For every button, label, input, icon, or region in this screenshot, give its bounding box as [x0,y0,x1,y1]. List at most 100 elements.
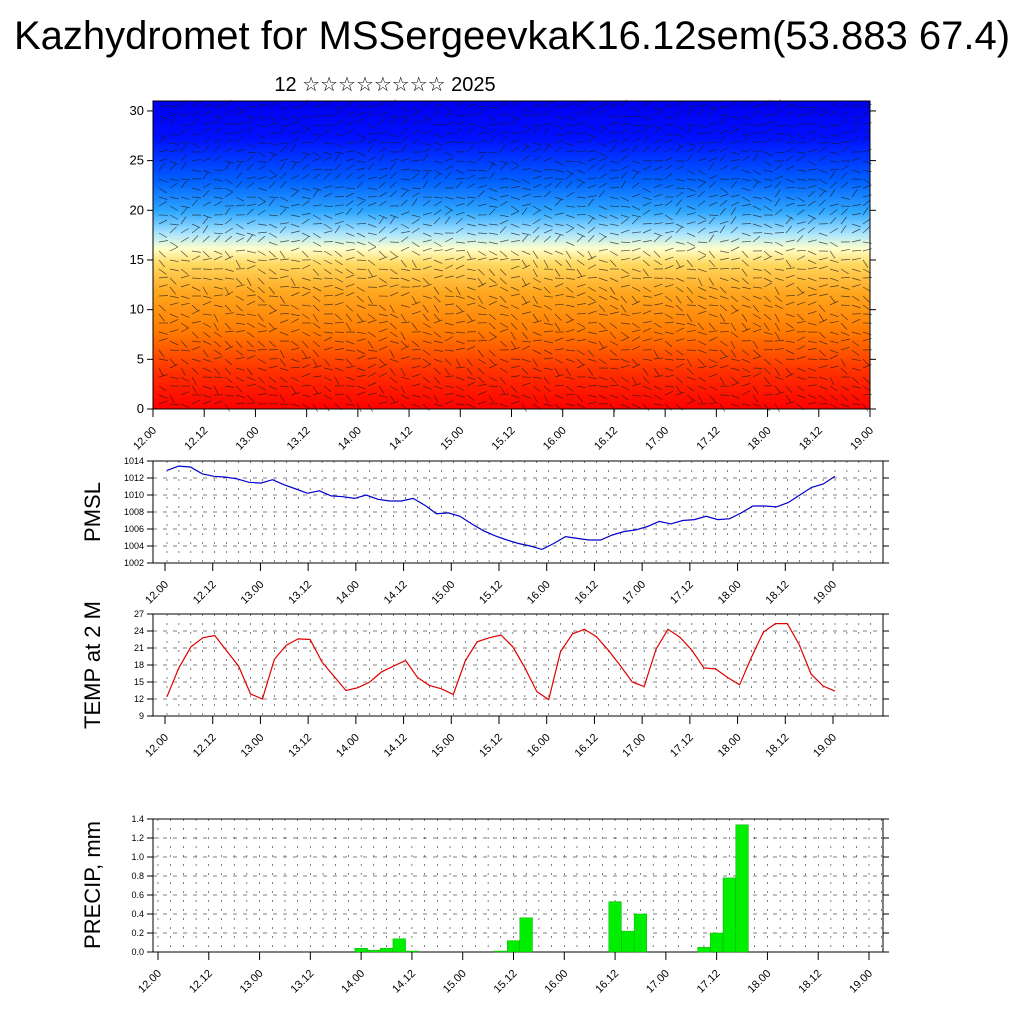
wind-barb [400,292,410,297]
wind-barb [202,250,210,258]
wind-barb [631,144,639,153]
wind-barb [477,250,486,256]
wind-barb [191,304,199,312]
wind-barb [455,256,465,261]
wind-barb [334,119,343,126]
temp-tick-label: 13.12 [286,732,314,760]
precip-axis-label: PRECIP, mm [80,821,105,949]
wind-barb [367,144,374,153]
wind-barb [466,145,474,153]
wind-barb [818,232,828,237]
wind-barb [796,336,806,342]
wind-barb [422,376,431,383]
wind-barb [400,187,410,192]
wind-barb [499,295,507,303]
wind-barb [763,121,773,126]
wind-barb [565,102,575,108]
wind-barb [268,286,275,295]
wind-barb [796,345,806,351]
wind-barb [367,241,376,247]
wind-barb [653,283,663,288]
wind-barb [719,277,729,282]
wind-barb [235,181,243,189]
wind-barb [488,123,498,126]
wind-barb [829,268,839,272]
wind-barb [301,385,312,387]
wind-barb [268,122,278,126]
wind-barb [686,187,696,192]
wind-barb [389,284,399,288]
wind-barb [807,293,817,297]
wind-barb [246,349,256,352]
wind-barb [510,400,520,405]
wind-barb [466,381,476,387]
wind-barb [356,223,367,225]
wind-barb [312,151,321,158]
wind-barb [532,183,542,189]
wind-barb [829,259,839,263]
wind-barb [246,313,256,317]
wind-barb [488,376,498,382]
wind-barb [301,372,311,378]
wind-barb [862,295,870,303]
wind-barb [224,385,234,388]
wind-barb [598,385,608,388]
wind-barb [411,110,420,117]
wind-barb [521,203,531,207]
wind-barb [301,164,310,171]
wind-barb [455,274,465,279]
wind-barb [730,140,740,144]
wind-barb [532,268,538,278]
wind-barb [565,172,573,180]
wind-barb [565,241,575,246]
wind-barb [455,304,463,312]
wind-barb [334,259,343,266]
wind-barb [180,113,190,117]
wind-barb [466,268,476,272]
wind-barb [224,162,231,171]
wind-barb [664,173,673,180]
wind-barb [576,303,586,306]
wind-barb [554,358,564,364]
wind-barb [455,286,461,296]
wind-barb [356,403,362,413]
wind-barb [400,236,409,243]
wind-barb [422,283,432,288]
wind-barb [719,313,726,322]
wind-barb [158,232,168,238]
wind-barb [807,239,817,243]
wind-barb [785,103,795,108]
wind-barb [565,142,575,147]
wind-barb [543,142,553,148]
wind-barb [697,124,707,129]
wind-barb [367,195,378,198]
wind-barb [851,250,862,252]
wind-barb [213,235,221,243]
wind-barb [818,293,828,297]
wind-barb [829,354,839,360]
wind-barb [246,115,256,119]
wind-barb [400,376,410,380]
wind-barb [708,401,718,405]
wind-barb [389,322,397,330]
wind-barb [708,174,718,180]
wind-barb [785,373,795,378]
wind-barb [697,349,707,354]
wind-barb [213,138,223,144]
wind-barb [345,313,352,322]
wind-barb [290,318,300,324]
wind-barb [400,190,408,198]
wind-barb [686,241,696,247]
wind-barb [763,178,773,181]
wind-barb [752,340,759,349]
wind-barb [862,358,870,366]
wind-barb [565,304,575,308]
wind-barb [521,295,528,304]
wind-barb [257,313,264,322]
wind-barb [675,199,683,207]
wind-barb [224,322,232,330]
wind-barb [598,214,608,219]
wind-barb [532,376,542,379]
wind-barb [290,366,300,369]
